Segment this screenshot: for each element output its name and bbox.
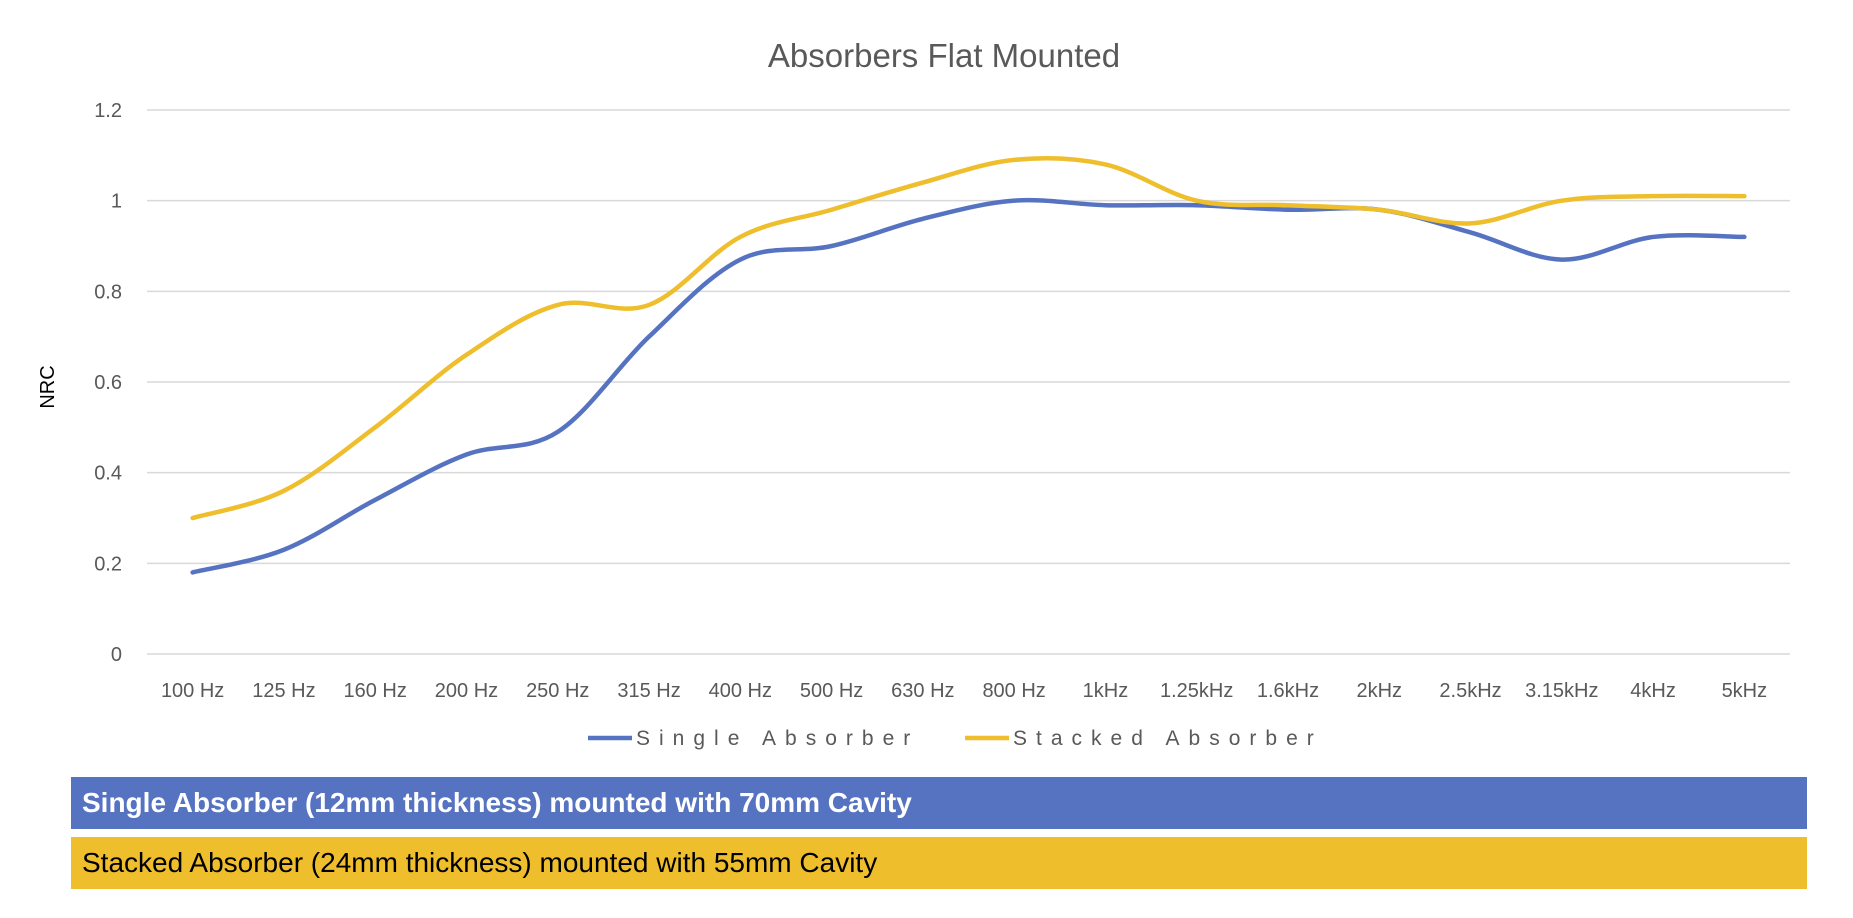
chart-title: Absorbers Flat Mounted (768, 37, 1120, 74)
series-line-stacked-absorber (190, 155, 1747, 521)
y-axis-label: NRC (37, 365, 59, 408)
y-tick-label: 1 (111, 191, 122, 213)
x-tick-label: 315 Hz (617, 680, 680, 702)
x-tick-label: 3.15kHz (1525, 680, 1598, 702)
x-tick-label: 250 Hz (526, 680, 589, 702)
stacked-absorber-banner: Stacked Absorber (24mm thickness) mounte… (71, 837, 1807, 889)
y-tick-label: 0.8 (94, 281, 122, 303)
y-tick-label: 0.2 (94, 553, 122, 575)
legend-label: Stacked Absorber (1013, 727, 1323, 750)
series-lines (190, 155, 1747, 575)
legend-item: Single Absorber (588, 727, 919, 750)
x-tick-label: 2.5kHz (1439, 680, 1501, 702)
x-tick-label: 125 Hz (252, 680, 315, 702)
legend-item: Stacked Absorber (965, 727, 1323, 750)
x-tick-label: 2kHz (1356, 680, 1402, 702)
x-tick-labels: 100 Hz 125 Hz 160 Hz 200 Hz 250 Hz 315 Hz 400 … (161, 680, 1767, 702)
y-tick-label: 1.2 (94, 100, 122, 122)
x-tick-label: 1.25kHz (1160, 680, 1233, 702)
x-tick-label: 500 Hz (800, 680, 863, 702)
gridlines (147, 109, 1790, 655)
y-tick-label: 0 (111, 644, 122, 666)
x-tick-label: 5kHz (1722, 680, 1768, 702)
y-tick-label: 0.4 (94, 463, 122, 485)
legend: Single Absorber Stacked Absorber (588, 727, 1323, 750)
series-line-single-absorber (190, 197, 1747, 575)
x-tick-label: 100 Hz (161, 680, 224, 702)
x-tick-label: 400 Hz (709, 680, 772, 702)
single-absorber-banner: Single Absorber (12mm thickness) mounted… (71, 777, 1807, 829)
line-chart: Absorbers Flat Mounted NRC 0 0.2 0.4 0.6 0.8… (37, 37, 1790, 750)
x-tick-label: 800 Hz (982, 680, 1045, 702)
single-absorber-banner-text: Single Absorber (12mm thickness) mounted… (82, 787, 912, 818)
x-tick-label: 4kHz (1630, 680, 1676, 702)
y-tick-label: 0.6 (94, 372, 122, 394)
legend-label: Single Absorber (636, 727, 919, 750)
x-tick-label: 1.6kHz (1257, 680, 1319, 702)
stacked-absorber-banner-text: Stacked Absorber (24mm thickness) mounte… (82, 847, 878, 878)
x-tick-label: 630 Hz (891, 680, 954, 702)
x-tick-label: 160 Hz (344, 680, 407, 702)
x-tick-label: 1kHz (1083, 680, 1129, 702)
y-tick-labels: 0 0.2 0.4 0.6 0.8 1 1.2 (94, 100, 122, 666)
x-tick-label: 200 Hz (435, 680, 498, 702)
